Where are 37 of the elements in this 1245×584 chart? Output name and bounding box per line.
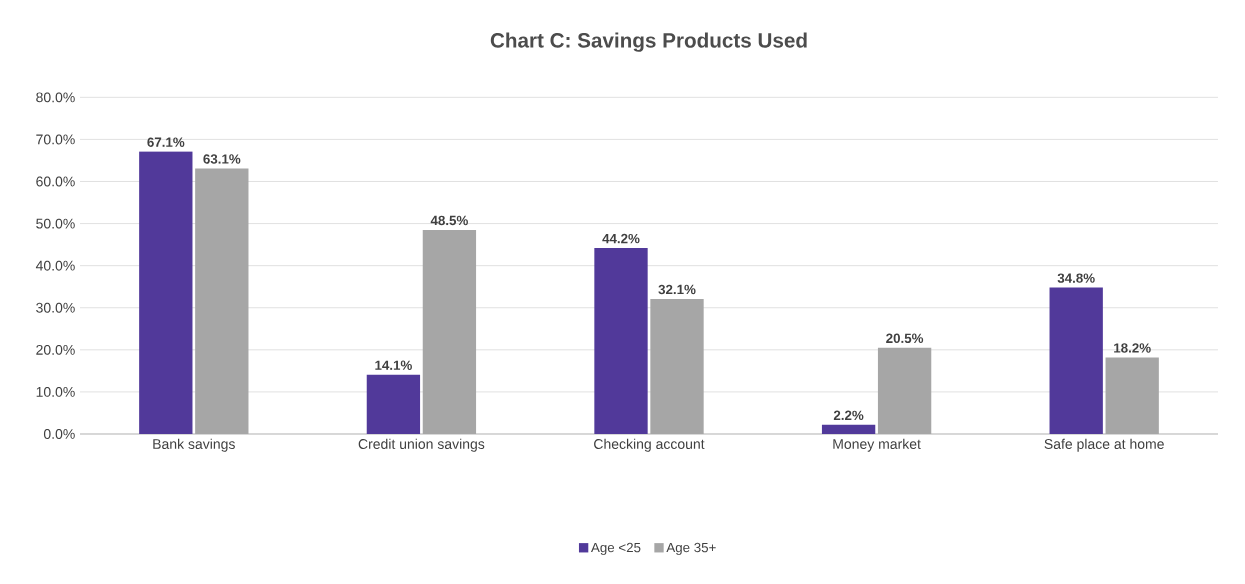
chart-title: Chart C: Savings Products Used [490, 32, 807, 52]
bar [594, 247, 648, 434]
x-tick-label: Credit union savings [358, 438, 485, 452]
x-tick-label: Checking account [594, 438, 705, 452]
data-label: 34.8% [1057, 273, 1095, 283]
data-label: 48.5% [430, 215, 468, 226]
y-tick-label: 0.0% [43, 429, 75, 439]
data-label: 20.5% [886, 333, 924, 343]
bar [139, 151, 193, 434]
data-label: 67.1% [147, 137, 185, 147]
y-tick-label: 30.0% [36, 302, 75, 313]
y-tick-label: 50.0% [36, 218, 75, 229]
data-label: 18.2% [1114, 343, 1151, 353]
legend-label: Age 35+ [666, 542, 716, 555]
legend-label: Age <25 [590, 542, 641, 555]
y-tick-label: 20.0% [36, 344, 75, 355]
bar [1105, 357, 1159, 434]
bar [821, 424, 876, 434]
bar [366, 374, 421, 434]
y-tick-label: 80.0% [36, 92, 75, 103]
x-tick-label: Bank savings [153, 438, 235, 452]
data-label: 32.1% [658, 284, 696, 295]
x-tick-label: Safe place at home [1044, 438, 1164, 452]
x-tick-label: Money market [833, 438, 921, 452]
y-tick-label: 40.0% [35, 260, 75, 271]
bar [650, 298, 704, 434]
y-tick-label: 60.0% [36, 176, 75, 187]
data-label: 2.2% [833, 410, 864, 421]
data-label: 63.1% [203, 154, 241, 164]
bar [1049, 287, 1103, 434]
bar [195, 168, 249, 434]
y-tick-label: 70.0% [36, 134, 75, 145]
bar [422, 229, 477, 434]
y-tick-label: 10.0% [36, 386, 75, 397]
data-label: 44.2% [602, 233, 640, 244]
data-label: 14.1% [375, 360, 412, 370]
bar [877, 347, 932, 434]
